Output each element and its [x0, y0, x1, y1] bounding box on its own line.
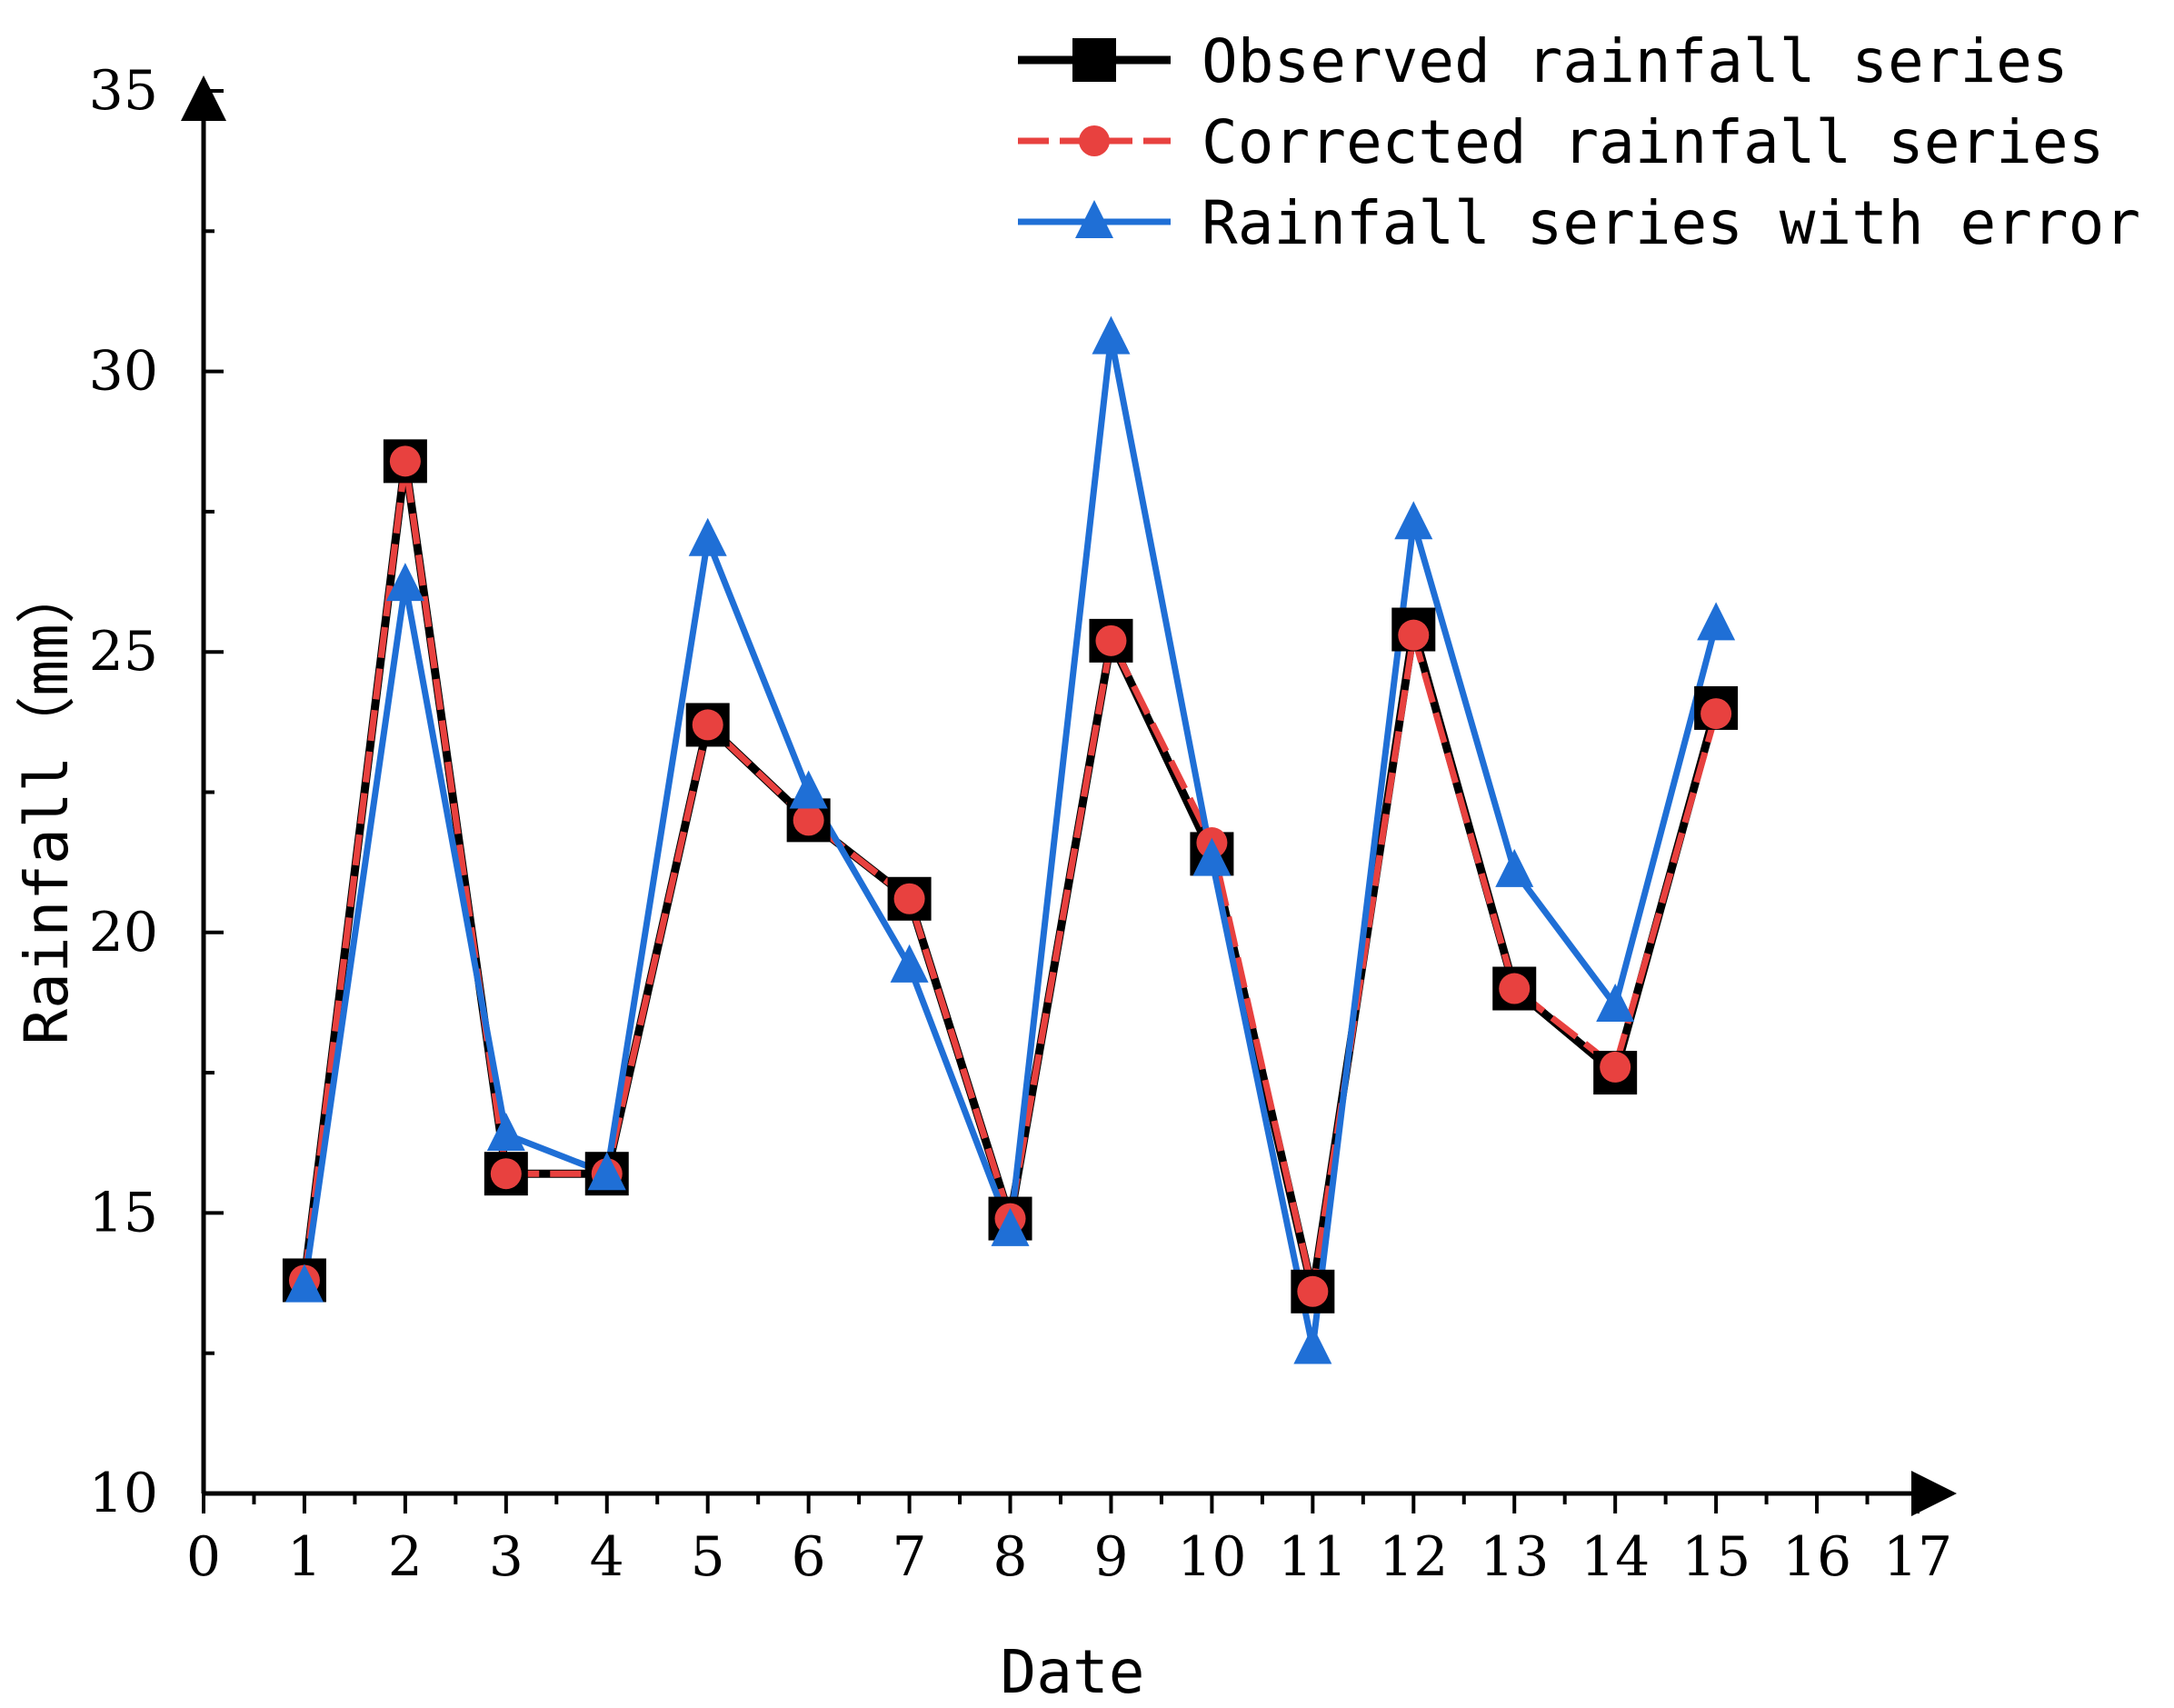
x-tick-label: 0	[186, 1525, 221, 1589]
y-tick-label: 30	[89, 340, 158, 404]
legend-label-1: Observed rainfall series	[1202, 26, 2069, 96]
x-axis-title: Date	[1001, 1637, 1145, 1707]
series-3-point	[1495, 848, 1534, 887]
x-tick-label: 9	[1093, 1525, 1128, 1589]
series-3-point	[385, 563, 424, 602]
legend-marker-1	[1072, 38, 1116, 82]
x-tick-label: 2	[388, 1525, 423, 1589]
series-2-point	[1297, 1275, 1329, 1307]
x-tick-label: 7	[892, 1525, 926, 1589]
x-tick-label: 14	[1581, 1525, 1650, 1589]
series-3-point	[486, 1112, 525, 1151]
series-2-point	[1398, 619, 1430, 651]
x-tick-label: 10	[1177, 1525, 1246, 1589]
y-axis-title: Rainfall（mm）	[12, 564, 82, 1044]
series-2-point	[389, 445, 421, 477]
x-tick-label: 12	[1379, 1525, 1448, 1589]
series-3-point	[1192, 837, 1232, 876]
legend-label-2: Corrected rainfall series	[1202, 107, 2104, 177]
series-2-point	[793, 804, 824, 836]
x-tick-label: 6	[792, 1525, 826, 1589]
x-tick-label: 4	[590, 1525, 624, 1589]
legend-marker-2	[1079, 125, 1110, 156]
series-3-point	[1697, 602, 1736, 641]
series-3-point	[587, 1152, 626, 1191]
x-tick-label: 17	[1883, 1525, 1952, 1589]
series-2-point	[893, 883, 925, 914]
y-tick-label: 10	[89, 1462, 158, 1525]
series-2-point	[490, 1158, 522, 1190]
series-3-point	[688, 517, 727, 556]
y-tick-label: 35	[89, 59, 158, 123]
series-3-point	[890, 944, 929, 983]
series-3-point	[1293, 1325, 1332, 1364]
series-3-point	[1092, 315, 1131, 355]
x-tick-label: 11	[1278, 1525, 1347, 1589]
legend-label-3: Rainfall series with error	[1202, 188, 2140, 258]
y-tick-label: 20	[89, 901, 158, 964]
series-3-point	[789, 770, 828, 809]
series-3-point	[284, 1264, 324, 1303]
series-2-point	[1600, 1051, 1631, 1083]
series-2-point	[692, 709, 723, 741]
series-3-point	[1596, 984, 1635, 1023]
series-3-point	[1394, 501, 1433, 540]
legend-marker-3	[1075, 200, 1113, 238]
y-tick-label: 25	[89, 620, 158, 684]
series-2-point	[1095, 624, 1127, 656]
x-tick-label: 16	[1782, 1525, 1851, 1589]
x-tick-label: 8	[992, 1525, 1027, 1589]
y-tick-label: 15	[89, 1181, 158, 1244]
x-tick-label: 15	[1681, 1525, 1750, 1589]
series-lines	[300, 336, 1720, 1349]
series-2-point	[1499, 973, 1531, 1004]
x-tick-label: 5	[691, 1525, 725, 1589]
legend: Observed rainfall series Corrected rainfa…	[1018, 26, 2140, 258]
series-2-point	[1700, 698, 1732, 730]
series-markers	[282, 315, 1739, 1364]
x-tick-label: 13	[1480, 1525, 1549, 1589]
x-tick-label: 1	[287, 1525, 322, 1589]
series-3-point	[991, 1207, 1030, 1246]
x-tick-label: 3	[489, 1525, 524, 1589]
